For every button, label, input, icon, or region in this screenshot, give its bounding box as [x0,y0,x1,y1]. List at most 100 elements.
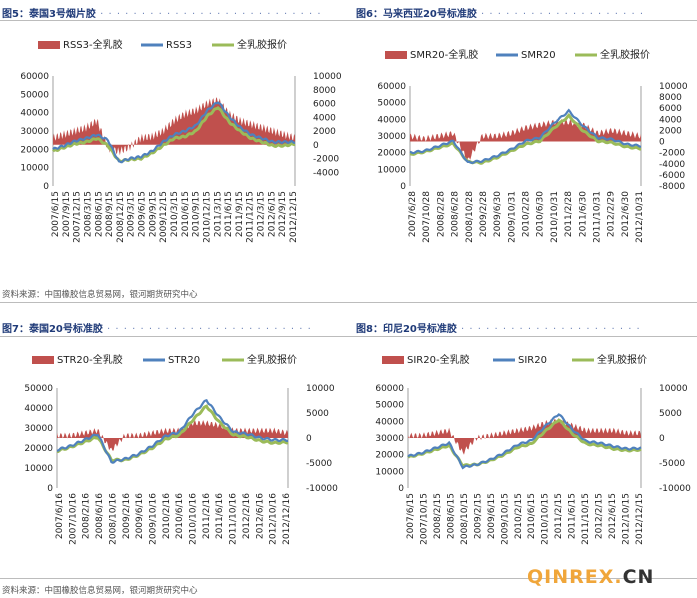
y-right-tick-label: 10000 [306,384,335,394]
y-right-tick-label: 10000 [659,384,688,394]
source-note-top: 资料来源：中国橡胶信息贸易网，银河期货研究中心 [2,290,198,300]
x-tick-label: 2011/2/28 [564,191,574,237]
x-tick-label: 2007/10/15 [420,493,430,545]
x-tick-label: 2008/10/28 [465,191,475,243]
x-tick-label: 2009/10/15 [500,493,510,545]
y-right-tick-label: 2000 [313,127,336,137]
x-tick-label: 2008/2/28 [436,191,446,237]
x-tick-label: 2008/10/15 [460,493,470,545]
primary-line [52,101,295,164]
x-tick-label: 2011/6/15 [224,191,234,237]
y-right-tick-label: 6000 [659,104,682,114]
y-right-tick-label: 4000 [659,115,682,125]
x-tick-label: 2009/10/16 [149,493,159,545]
y-left-tick-label: 60000 [20,72,49,82]
x-tick-label: 2008/10/16 [108,493,118,545]
x-tick-label: 2011/6/15 [568,493,578,539]
x-tick-label: 2009/3/15 [127,191,137,237]
source-note-bottom: 资料来源：中国橡胶信息贸易网，银河期货研究中心 [2,586,198,596]
spread-area [408,417,641,455]
x-tick-label: 2010/10/15 [541,493,551,545]
y-left-tick-label: 60000 [377,82,406,92]
x-tick-label: 2007/10/28 [422,191,432,243]
x-tick-label: 2012/6/15 [267,191,277,237]
y-left-tick-label: 40000 [375,417,404,427]
x-tick-label: 2009/10/31 [507,191,517,243]
y-right-tick-label: 0 [659,434,665,444]
x-tick-label: 2011/6/30 [578,191,588,237]
spread-area [53,97,295,156]
figure-6-title: 图6：马来西亚20号标准胶 · · · · · · · · · · · · · … [356,5,644,20]
y-right-tick-label: 5000 [659,409,682,419]
x-tick-label: 2012/10/31 [635,191,645,243]
y-right-tick-label: -4000 [313,168,339,178]
bottom-rule [0,578,697,579]
legend-swatch [32,356,54,364]
legend-swatch [38,41,60,49]
y-left-tick-label: 10000 [377,165,406,175]
y-right-tick-label: -2000 [313,155,339,165]
legend-label: RSS3 [166,40,192,51]
legend-label: 全乳胶报价 [247,353,297,366]
x-tick-label: 2011/9/15 [235,191,245,237]
x-tick-label: 2012/2/15 [595,493,605,539]
y-left-tick-label: 40000 [24,404,53,414]
x-tick-label: 2011/10/16 [229,493,239,545]
x-tick-label: 2008/6/28 [451,191,461,237]
x-tick-label: 2010/2/16 [162,493,172,539]
x-tick-label: 2010/10/31 [550,191,560,243]
y-left-tick-label: 60000 [375,384,404,394]
chart-7: STR20-全乳胶 STR20 全乳胶报价 0 10000 20000 30000 40000… [24,353,338,545]
legend-label: STR20-全乳胶 [57,353,123,366]
x-tick-label: 2009/12/15 [159,191,169,243]
y-left-tick-label: 50000 [24,384,53,394]
y-right-tick-label: 2000 [659,126,682,136]
y-left-tick-label: 0 [47,484,53,494]
legend-label: 全乳胶报价 [597,353,647,366]
y-right-tick-label: 0 [313,141,319,151]
x-tick-label: 2009/6/15 [138,191,148,237]
x-tick-label: 2011/10/15 [581,493,591,545]
x-tick-label: 2012/3/15 [257,191,267,237]
x-tick-label: 2009/2/15 [473,493,483,539]
y-right-tick-label: 0 [659,138,665,148]
top-rule [0,20,697,21]
legend-swatch [382,356,404,364]
legend-label: STR20 [168,355,200,366]
x-tick-label: 2012/6/30 [621,191,631,237]
x-tick-label: 2007/6/15 [406,493,416,539]
x-tick-label: 2007/12/15 [73,191,83,243]
watermark-logo: QINREX.CN [527,566,655,588]
x-tick-label: 2010/6/15 [527,493,537,539]
y-right-tick-label: -10000 [659,484,691,494]
index-line [56,404,289,463]
x-tick-label: 2009/2/16 [122,493,132,539]
y-left-tick-label: 20000 [20,145,49,155]
legend-swatch [385,51,407,59]
title-dots: · · · · · · · · · · · · · · · · · · · · … [102,324,312,335]
y-right-tick-label: 5000 [306,409,329,419]
x-tick-label: 2010/2/28 [522,191,532,237]
x-tick-label: 2009/6/16 [135,493,145,539]
y-left-tick-label: 40000 [20,109,49,119]
title-dots: · · · · · · · · · · · · · · · · · · · · … [456,324,641,335]
x-tick-label: 2011/6/16 [215,493,225,539]
x-tick-label: 2012/6/15 [608,493,618,539]
legend-label: SIR20-全乳胶 [407,353,470,366]
x-tick-label: 2007/6/28 [408,191,418,237]
y-right-tick-label: -8000 [659,182,685,192]
x-tick-label: 2009/2/28 [479,191,489,237]
x-tick-label: 2010/12/15 [203,191,213,243]
y-left-tick-label: 20000 [377,149,406,159]
y-right-tick-label: -6000 [659,171,685,181]
x-tick-label: 2012/9/15 [278,191,288,237]
primary-line [56,399,289,464]
x-tick-label: 2007/9/15 [62,191,72,237]
x-tick-label: 2008/6/15 [94,191,104,237]
x-tick-label: 2012/2/29 [607,191,617,237]
y-right-tick-label: 8000 [313,86,336,96]
x-tick-label: 2007/6/16 [55,493,65,539]
x-tick-label: 2007/6/15 [51,191,61,237]
figure-5-title-text: 图5：泰国3号烟片胶 [2,9,96,20]
middle-rule [0,302,697,303]
